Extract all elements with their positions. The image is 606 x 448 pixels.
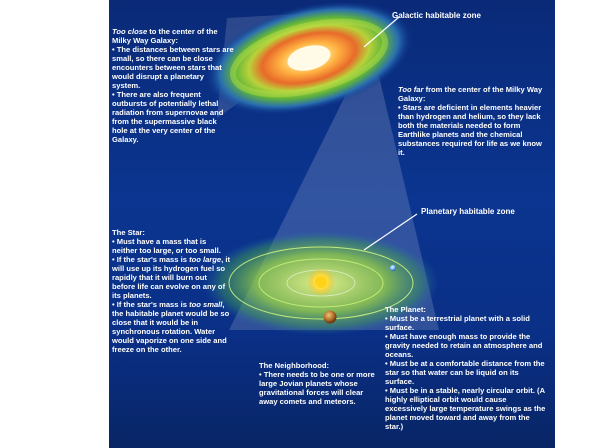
diagram-artwork <box>203 1 439 335</box>
too-close-bullet-1: • The distances between stars are small,… <box>112 45 234 90</box>
star-bullet-2-emphasis: too large <box>189 255 222 264</box>
too-close-title: to the center of the Milky Way Galaxy: <box>112 27 218 45</box>
star-bullet-2-pre: • If the star's mass is <box>112 255 190 264</box>
star <box>315 276 327 288</box>
too-close-bullet-2: • There are also frequent outbursts of p… <box>112 90 224 144</box>
planet-bullet-2: • Must have enough mass to provide the g… <box>385 332 543 359</box>
star-text: The Star: • Must have a mass that is nei… <box>112 228 230 354</box>
planetary-system <box>203 231 439 335</box>
too-close-text: Too close to the center of the Milky Way… <box>112 27 234 144</box>
star-bullet-3-emphasis: too small <box>189 300 223 309</box>
galactic-zone-label: Galactic habitable zone <box>392 11 481 20</box>
star-bullet-3-pre: • If the star's mass is <box>112 300 190 309</box>
neighborhood-title: The Neighborhood: <box>259 361 330 370</box>
too-far-text: Too far from the center of the Milky Way… <box>398 85 544 157</box>
orbit-outer <box>228 246 414 320</box>
too-far-title: from the center of the Milky Way Galaxy: <box>398 85 543 103</box>
planet-text: The Planet: • Must be a terrestrial plan… <box>385 305 547 431</box>
planet-bullet-1: • Must be a terrestrial planet with a so… <box>385 314 530 332</box>
too-close-emphasis: Too close <box>112 27 148 36</box>
planet-bullet-4: • Must be in a stable, nearly circular o… <box>385 386 546 431</box>
star-bullet-1: • Must have a mass that is neither too l… <box>112 237 221 255</box>
planet-title: The Planet: <box>385 305 426 314</box>
galaxy <box>205 1 413 115</box>
terrestrial-planet <box>390 265 396 271</box>
galactic-zone-leader <box>363 16 400 48</box>
star-bullet-2-post: , it will use up its hydrogen fuel so ra… <box>112 255 230 300</box>
diagram-panel: Galactic habitable zone Planetary habita… <box>109 0 555 448</box>
planetary-zone-leader <box>363 213 418 251</box>
neighborhood-bullet-1: • There needs to be one or more large Jo… <box>259 370 375 406</box>
planetary-zone-label: Planetary habitable zone <box>421 207 515 216</box>
star-bullet-3-post: , the habitable planet would be so close… <box>112 300 230 354</box>
neighborhood-text: The Neighborhood: • There needs to be on… <box>259 361 381 406</box>
star-title: The Star: <box>112 228 145 237</box>
orbit-mid <box>258 258 384 308</box>
planet-bullet-3: • Must be at a comfortable distance from… <box>385 359 545 386</box>
too-far-emphasis: Too far <box>398 85 424 94</box>
jovian-planet <box>323 310 337 324</box>
too-far-bullet-1: • Stars are deficient in elements heavie… <box>398 103 542 157</box>
